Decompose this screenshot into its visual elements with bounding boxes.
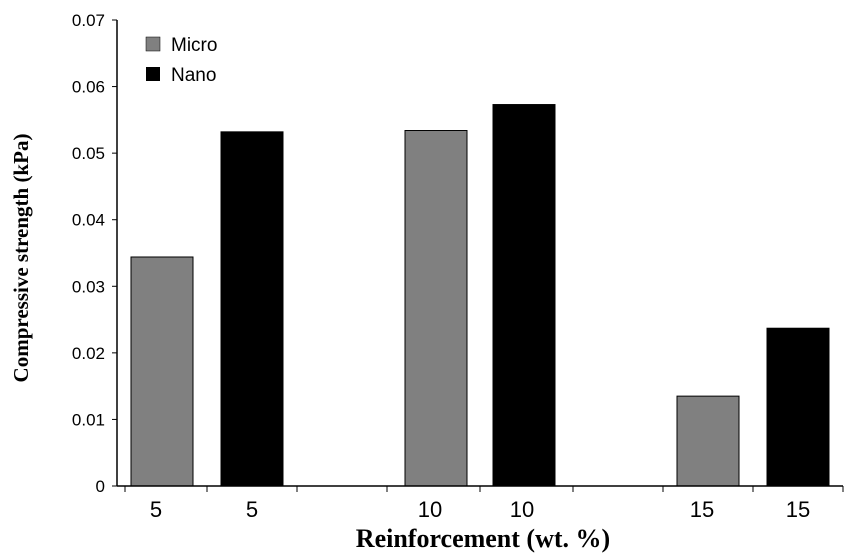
x-axis-ticks: 5 5 10 10 15 15 xyxy=(124,486,844,522)
x-tick-label: 5 xyxy=(150,497,162,522)
y-tick-label: 0.04 xyxy=(72,211,105,230)
y-tick-label: 0 xyxy=(96,477,105,496)
bar-nano-10 xyxy=(492,104,556,487)
x-tick-label: 10 xyxy=(510,497,534,522)
y-tick-label: 0.06 xyxy=(72,78,105,97)
legend: Micro Nano xyxy=(145,35,217,86)
bar-nano-5 xyxy=(220,131,284,487)
bars xyxy=(130,104,830,487)
bar-micro-10 xyxy=(404,130,468,487)
legend-swatch-micro xyxy=(145,36,161,52)
legend-swatch-nano xyxy=(146,67,160,81)
x-axis-title: Reinforcement (wt. %) xyxy=(356,524,610,553)
legend-label-nano: Nano xyxy=(171,65,216,86)
y-axis-ticks: 0 0.01 0.02 0.03 0.04 0.05 0.06 0.07 xyxy=(72,11,117,496)
y-tick-label: 0.02 xyxy=(72,344,105,363)
x-tick-label: 10 xyxy=(418,497,442,522)
bar-micro-5 xyxy=(130,256,194,487)
y-tick-label: 0.03 xyxy=(72,277,105,296)
bar-nano-15 xyxy=(766,327,830,487)
y-tick-label: 0.01 xyxy=(72,410,105,429)
x-tick-label: 5 xyxy=(246,497,258,522)
y-tick-label: 0.05 xyxy=(72,144,105,163)
x-tick-label: 15 xyxy=(690,497,714,522)
bar-micro-15 xyxy=(676,395,740,487)
y-axis-title: Compressive strength (kPa) xyxy=(9,134,33,383)
y-tick-label: 0.07 xyxy=(72,11,105,30)
x-tick-label: 15 xyxy=(786,497,810,522)
legend-label-micro: Micro xyxy=(171,35,217,56)
